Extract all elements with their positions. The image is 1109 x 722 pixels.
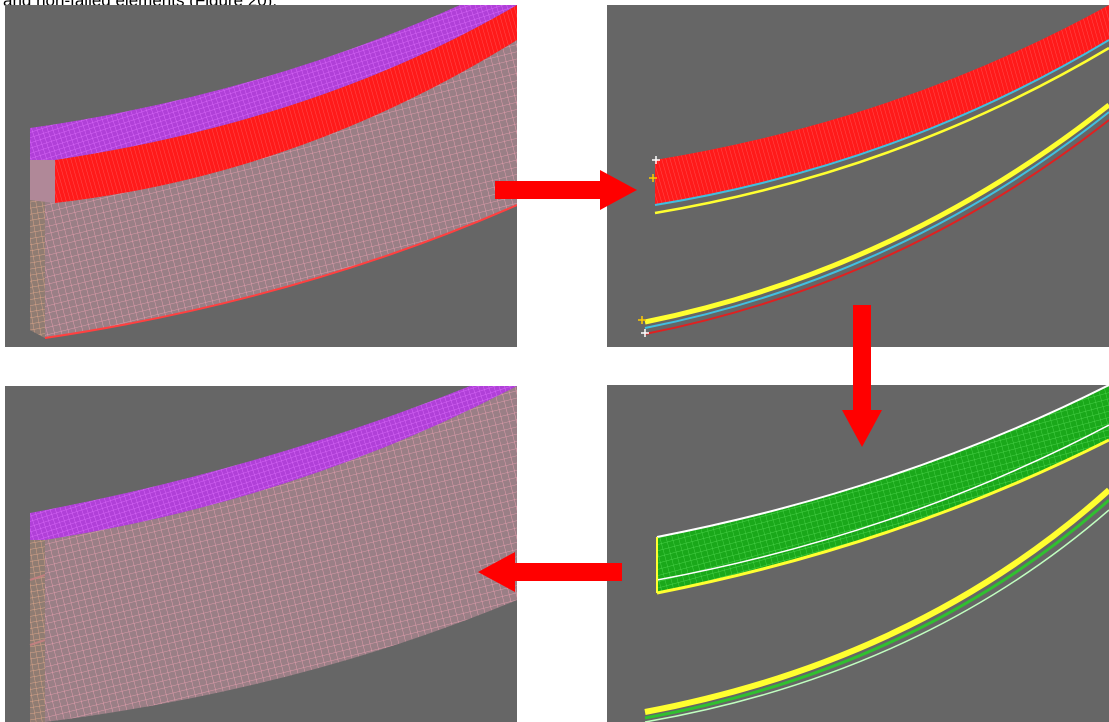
mesh-panel-repaired bbox=[607, 385, 1109, 722]
mesh-panel-original bbox=[5, 5, 517, 347]
mesh-panel-result bbox=[5, 386, 517, 722]
arrow-right bbox=[495, 170, 637, 210]
arrow-down bbox=[842, 305, 882, 447]
arrow-left bbox=[478, 552, 622, 592]
mesh-panel-failed bbox=[607, 5, 1109, 347]
flow-arrows bbox=[478, 170, 882, 592]
